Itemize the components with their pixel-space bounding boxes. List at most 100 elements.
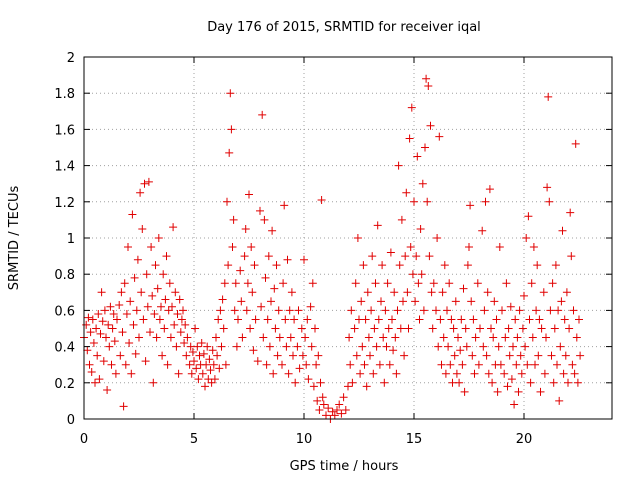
data-point — [155, 315, 164, 324]
data-point — [382, 342, 391, 351]
data-point — [293, 342, 302, 351]
x-tick-label: 10 — [296, 432, 313, 447]
data-point — [480, 306, 489, 315]
data-point — [433, 234, 442, 242]
data-point — [421, 143, 429, 152]
data-point — [396, 324, 405, 333]
data-point — [512, 360, 521, 369]
data-point — [285, 306, 294, 315]
data-point — [257, 302, 266, 311]
data-point — [116, 351, 125, 360]
data-point — [219, 324, 228, 333]
data-point — [152, 333, 161, 342]
data-point — [476, 324, 484, 333]
data-point — [572, 333, 581, 342]
data-point — [314, 351, 323, 360]
data-point — [516, 351, 525, 360]
data-point — [569, 306, 578, 315]
data-point — [273, 351, 282, 360]
data-point — [496, 360, 505, 369]
data-point — [529, 243, 538, 252]
data-point — [353, 234, 362, 242]
data-point — [544, 92, 553, 101]
data-point — [408, 270, 417, 279]
data-point — [373, 221, 382, 230]
data-point — [344, 382, 352, 391]
y-tick-label: 1.6 — [54, 123, 75, 138]
data-point — [377, 297, 385, 306]
data-point — [520, 291, 528, 300]
data-point — [245, 190, 253, 199]
data-point — [120, 279, 129, 288]
data-point — [364, 333, 373, 342]
data-point — [132, 306, 141, 315]
data-point — [468, 351, 477, 360]
data-point — [372, 342, 381, 351]
data-point — [438, 288, 447, 297]
data-point — [274, 306, 283, 315]
data-point — [482, 351, 491, 360]
data-point — [351, 279, 360, 288]
data-point — [122, 310, 131, 319]
data-point — [500, 369, 509, 378]
data-point — [103, 386, 112, 395]
data-point — [545, 197, 554, 206]
data-point — [397, 215, 406, 224]
data-point — [567, 252, 576, 261]
data-point — [493, 387, 502, 396]
data-point — [504, 324, 513, 333]
y-tick-label: 0 — [67, 413, 75, 428]
x-axis-label: GPS time / hours — [290, 459, 399, 474]
data-point — [131, 349, 140, 358]
data-point — [138, 224, 147, 233]
data-point — [383, 279, 392, 288]
data-point — [426, 121, 435, 130]
data-point — [562, 288, 571, 297]
data-point — [306, 302, 315, 311]
data-point — [109, 310, 118, 319]
data-point — [513, 333, 522, 342]
data-point — [228, 243, 237, 252]
data-point — [111, 369, 120, 378]
data-point — [194, 375, 203, 384]
data-point — [301, 333, 310, 342]
data-point — [241, 224, 250, 233]
data-point — [232, 342, 241, 351]
data-point — [444, 342, 453, 351]
data-point — [381, 306, 390, 315]
data-point — [488, 378, 497, 387]
y-tick-label: 1.2 — [54, 196, 75, 211]
data-point — [402, 188, 411, 197]
data-point — [268, 226, 277, 235]
data-point — [466, 201, 475, 210]
data-point — [106, 302, 115, 311]
data-point — [258, 110, 267, 119]
data-point — [540, 369, 549, 378]
data-point — [216, 306, 225, 315]
data-point — [270, 284, 279, 293]
data-point — [463, 261, 472, 270]
data-point — [142, 270, 151, 279]
data-point — [536, 387, 545, 396]
data-point — [557, 297, 566, 306]
data-point — [226, 89, 235, 98]
data-point — [144, 177, 153, 186]
data-point — [485, 185, 494, 194]
data-point — [531, 360, 539, 369]
data-point — [212, 333, 220, 342]
data-point — [221, 360, 230, 369]
data-point — [548, 279, 557, 288]
data-point — [242, 306, 251, 315]
data-point — [451, 297, 460, 306]
data-point — [176, 328, 185, 337]
data-point — [437, 360, 446, 369]
data-point — [517, 369, 526, 378]
data-point — [495, 243, 504, 252]
data-point — [405, 134, 414, 143]
data-point — [537, 324, 546, 333]
data-point — [467, 297, 476, 306]
data-point — [507, 375, 516, 384]
data-point — [227, 125, 236, 134]
data-point — [174, 369, 183, 378]
x-tick-label: 0 — [80, 432, 88, 447]
